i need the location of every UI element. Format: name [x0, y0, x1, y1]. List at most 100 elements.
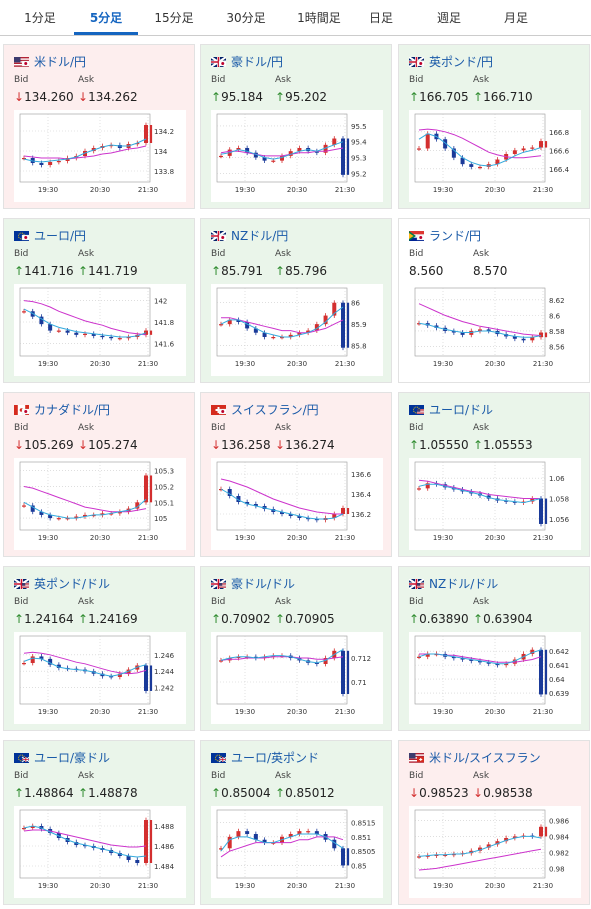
- rate-card[interactable]: カナダドル/円 Bid Ask ↓105.269 ↓105.274 105.3 1…: [3, 392, 195, 557]
- x-tick-label: 20:30: [287, 534, 307, 542]
- pair-title[interactable]: 豪ドル/ドル: [210, 575, 295, 591]
- moving-average-long: [418, 128, 542, 159]
- y-tick-label: 0.71: [351, 679, 367, 687]
- candle: [253, 656, 258, 658]
- price-chart: 95.5 95.4 95.3 95.2 19:30 20:30 21:30: [216, 113, 367, 194]
- tab-2[interactable]: 5分足: [89, 11, 123, 25]
- tab-6[interactable]: 日足: [368, 11, 393, 25]
- pair-title[interactable]: 英ポンド/円: [408, 53, 493, 69]
- chart-container[interactable]: 0.8515 0.851 0.8505 0.85 19:30 20:30 21:30: [211, 806, 383, 898]
- pair-title[interactable]: ユーロ/英ポンド: [211, 749, 319, 765]
- rate-card[interactable]: NZドル/円 Bid Ask ↑85.791 ↑85.796 86 85.9 85.…: [200, 218, 392, 383]
- chart-container[interactable]: 105.3 105.2 105.1 105 19:30 20:30 21:30: [14, 458, 186, 550]
- rate-card[interactable]: ユーロ/円 Bid Ask ↑141.716 ↑141.719 142 141.8…: [3, 218, 195, 383]
- rate-card[interactable]: 英ポンド/円 Bid Ask ↑166.705 ↑166.710 166.8 16…: [398, 44, 590, 209]
- x-tick-label: 20:30: [90, 360, 110, 368]
- chart-container[interactable]: 86 85.9 85.8 19:30 20:30 21:30: [211, 284, 383, 376]
- x-tick-label: 20:30: [485, 708, 505, 716]
- moving-average-short: [418, 322, 542, 338]
- candle: [22, 505, 26, 507]
- rate-card[interactable]: 米ドル/円 Bid Ask ↓134.260 ↓134.262 134.2 134…: [3, 44, 195, 209]
- candle: [22, 663, 26, 665]
- arrow-down-icon: ↓: [275, 438, 286, 452]
- candle: [144, 125, 148, 143]
- rate-card[interactable]: ユーロ/英ポンド Bid Ask ↑0.85004 ↑0.85012 0.851…: [200, 740, 392, 905]
- candle: [262, 332, 267, 337]
- chart-container[interactable]: 0.712 0.71 19:30 20:30 21:30: [211, 632, 383, 724]
- pair-title[interactable]: 豪ドル/円: [210, 53, 283, 69]
- chart-container[interactable]: 166.8 166.6 166.4 19:30 20:30 21:30: [409, 110, 581, 202]
- chart-container[interactable]: 1.06 1.058 1.056 19:30 20:30 21:30: [409, 458, 581, 550]
- tab-5[interactable]: 1時間足: [297, 11, 341, 25]
- arrow-up-icon: ↑: [409, 612, 420, 626]
- pair-title[interactable]: スイスフラン/円: [211, 401, 319, 417]
- pair-title[interactable]: 英ポンド/ドル: [13, 575, 110, 591]
- y-tick-label: 95.2: [351, 170, 367, 178]
- candle: [504, 663, 509, 666]
- x-tick-label: 21:30: [533, 186, 553, 194]
- tab-7[interactable]: 週足: [436, 11, 461, 25]
- ca-jp-flag-icon: [14, 404, 30, 415]
- candle: [39, 511, 44, 515]
- tab-3[interactable]: 15分足: [154, 11, 194, 25]
- x-tick-label: 19:30: [235, 882, 255, 890]
- y-tick-label: 166.8: [549, 129, 569, 137]
- rate-card[interactable]: スイスフラン/円 Bid Ask ↓136.258 ↓136.274 136.6…: [200, 392, 392, 557]
- pair-title[interactable]: カナダドル/円: [14, 401, 110, 417]
- rate-card[interactable]: 豪ドル/ドル Bid Ask ↑0.70902 ↑0.70905 0.712 0.…: [200, 566, 392, 731]
- candle: [30, 826, 35, 828]
- rate-card[interactable]: ユーロ/ドル Bid Ask ↑1.05550 ↑1.05553 1.06 1.0…: [398, 392, 590, 557]
- pair-title[interactable]: 米ドル/円: [14, 53, 86, 69]
- candle: [253, 328, 258, 333]
- bid-price: ↑0.70902: [211, 612, 271, 626]
- rate-card[interactable]: ランド/円 Bid Ask 8.560 8.570 8.62 8.6 8.58 8.5…: [398, 218, 590, 383]
- y-tick-label: 166.6: [549, 147, 570, 155]
- pair-title[interactable]: NZドル/円: [210, 227, 288, 243]
- chart-container[interactable]: 95.5 95.4 95.3 95.2 19:30 20:30 21:30: [211, 110, 383, 202]
- chart-container[interactable]: 1.246 1.244 1.242 19:30 20:30 21:30: [14, 632, 186, 724]
- candle: [288, 514, 293, 516]
- candle: [297, 148, 302, 152]
- chart-container[interactable]: 142 141.8 141.6 19:30 20:30 21:30: [14, 284, 186, 376]
- tab-4[interactable]: 30分足: [226, 11, 266, 25]
- pair-title[interactable]: ユーロ/豪ドル: [14, 749, 110, 765]
- pair-title[interactable]: NZドル/ドル: [408, 575, 498, 591]
- bid-label: Bid: [211, 423, 226, 433]
- chart-container[interactable]: 136.6 136.4 136.2 19:30 20:30 21:30: [211, 458, 383, 550]
- candle: [109, 513, 114, 515]
- rate-card[interactable]: 米ドル/スイスフラン Bid Ask ↓0.98523 ↓0.98538 0.9…: [398, 740, 590, 905]
- pair-title[interactable]: ユーロ/ドル: [409, 401, 493, 417]
- x-tick-label: 20:30: [485, 882, 505, 890]
- bid-label: Bid: [14, 423, 29, 433]
- candle: [126, 856, 131, 860]
- bid-price: ↑1.24164: [14, 612, 74, 626]
- arrow-down-icon: ↓: [78, 90, 89, 104]
- pair-title[interactable]: ランド/円: [409, 227, 481, 243]
- y-tick-label: 95.5: [351, 123, 367, 131]
- pair-title[interactable]: 米ドル/スイスフラン: [409, 749, 541, 765]
- tab-8[interactable]: 月足: [503, 11, 528, 25]
- chart-container[interactable]: 0.642 0.641 0.64 0.639 19:30 20:30 21:30: [409, 632, 581, 724]
- pair-name: 米ドル/円: [34, 55, 87, 69]
- candle: [512, 836, 517, 838]
- x-tick-label: 21:30: [335, 360, 355, 368]
- chart-container[interactable]: 8.62 8.6 8.58 8.56 19:30 20:30 21:30: [409, 284, 581, 376]
- rate-card[interactable]: 英ポンド/ドル Bid Ask ↑1.24164 ↑1.24169 1.246 1…: [3, 566, 195, 731]
- moving-average-short: [220, 488, 344, 520]
- chart-container[interactable]: 0.986 0.984 0.982 0.98 19:30 20:30 21:30: [409, 806, 581, 898]
- candle: [22, 828, 26, 830]
- chart-container[interactable]: 134.2 134 133.8 19:30 20:30 21:30: [14, 110, 186, 202]
- rate-card[interactable]: NZドル/ドル Bid Ask ↑0.63890 ↑0.63904 0.642 0…: [398, 566, 590, 731]
- candle: [100, 513, 105, 515]
- price-chart: 8.62 8.6 8.58 8.56 19:30 20:30 21:30: [414, 287, 565, 368]
- pair-title[interactable]: ユーロ/円: [14, 227, 86, 243]
- x-tick-label: 21:30: [335, 534, 355, 542]
- rate-card[interactable]: ユーロ/豪ドル Bid Ask ↑1.48864 ↑1.48878 1.488 1…: [3, 740, 195, 905]
- tab-1[interactable]: 1分足: [24, 11, 56, 25]
- candle: [451, 148, 456, 158]
- us-ch-flag-icon: [409, 752, 425, 763]
- x-tick-label: 19:30: [433, 534, 453, 542]
- chart-container[interactable]: 1.488 1.486 1.484 19:30 20:30 21:30: [14, 806, 186, 898]
- y-tick-label: 136.6: [351, 471, 372, 479]
- rate-card[interactable]: 豪ドル/円 Bid Ask ↑95.184 ↑95.202 95.5 95.4 95…: [200, 44, 392, 209]
